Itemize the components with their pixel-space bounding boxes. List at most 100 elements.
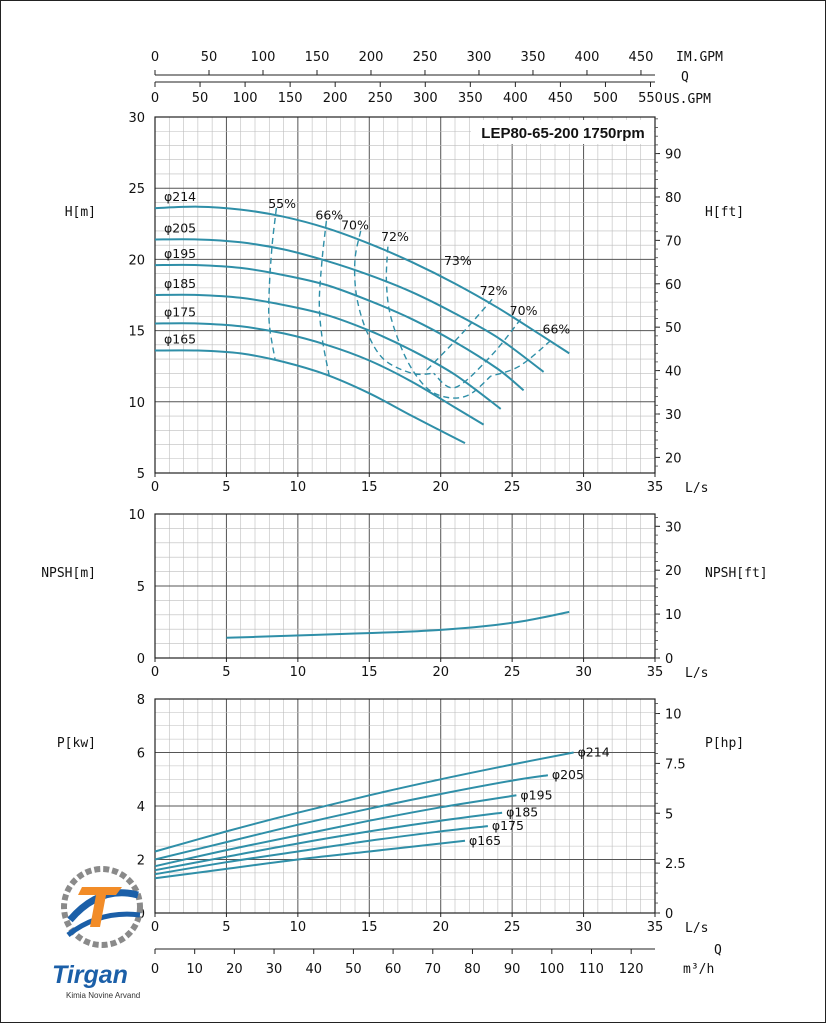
- y-tick-label: 5: [137, 467, 145, 482]
- efficiency-label: 66%: [543, 321, 571, 336]
- efficiency-label: 70%: [510, 303, 538, 318]
- m3h-tick-label: 80: [464, 962, 481, 977]
- y-right-tick-label: 20: [665, 564, 682, 579]
- y-right-tick-label: 50: [665, 321, 682, 336]
- efficiency-label: 73%: [444, 253, 472, 268]
- m3h-tick-label: 60: [385, 962, 402, 977]
- x-tick-label: 10: [290, 920, 307, 935]
- m3h-tick-label: 100: [539, 962, 564, 977]
- us-gpm-tick-label: 150: [278, 91, 303, 106]
- efficiency-label: 72%: [480, 283, 508, 298]
- y-tick-label: 20: [128, 253, 145, 268]
- us-gpm-tick-label: 250: [368, 91, 393, 106]
- tirgan-logo: Tirgan Kimia Novine Arvand: [52, 866, 143, 1000]
- bottom-flow-axis: 0 10 20 30 40 50 60 70 80 90 100 110 120 m³/h: [151, 948, 714, 977]
- m3h-tick-label: 120: [619, 962, 644, 977]
- logo-brand: Tirgan: [52, 961, 128, 989]
- x-tick-label: 10: [290, 480, 307, 495]
- head-curve-label: φ195: [164, 246, 196, 261]
- y-right-tick-label: 30: [665, 520, 682, 535]
- power-curve-label: φ175: [492, 818, 524, 833]
- power-panel: 0 5 10 15 20 25 30 35 L/s 0 2 4 6 8 P[kw] P[hp] 0 2.5 5 7.5…: [57, 693, 744, 958]
- im-gpm-tick-label: 400: [575, 50, 600, 65]
- m3h-tick-label: 90: [504, 962, 521, 977]
- us-gpm-tick-label: 50: [192, 91, 209, 106]
- x-tick-label: 35: [647, 665, 664, 680]
- im-gpm-tick-label: 150: [305, 50, 330, 65]
- y-tick-label: 4: [137, 800, 145, 815]
- m3h-tick-label: 0: [151, 962, 159, 977]
- m3h-tick-label: 110: [579, 962, 604, 977]
- im-gpm-tick-label: 200: [359, 50, 384, 65]
- plot-border: [154, 116, 656, 474]
- y-right-tick-label: 10: [665, 608, 682, 623]
- us-gpm-label: US.GPM: [664, 92, 711, 107]
- x-tick-label: 5: [222, 665, 230, 680]
- head-curve-label: φ214: [164, 189, 196, 204]
- y-tick-label: 10: [128, 396, 145, 411]
- im-gpm-tick-label: 0: [151, 50, 159, 65]
- us-gpm-tick-label: 0: [151, 91, 159, 106]
- us-gpm-tick-label: 400: [503, 91, 528, 106]
- x-tick-label: 25: [504, 920, 521, 935]
- efficiency-label: 55%: [268, 196, 296, 211]
- y-right-tick-label: 30: [665, 408, 682, 423]
- head-curve-label: φ175: [164, 304, 196, 319]
- x-tick-label: 20: [432, 920, 449, 935]
- m3h-tick-label: 70: [425, 962, 442, 977]
- y-right-tick-label: 5: [665, 807, 673, 822]
- x-tick-label: 25: [504, 665, 521, 680]
- y-right-tick-label: 7.5: [665, 757, 686, 772]
- y-tick-label: 6: [137, 747, 145, 762]
- y-tick-label: 25: [128, 182, 145, 197]
- x-axis-unit: L/s: [685, 481, 708, 496]
- x-tick-label: 30: [575, 480, 592, 495]
- y-right-tick-label: 40: [665, 365, 682, 380]
- m3h-tick-label: 50: [345, 962, 362, 977]
- head-curve-φ195: [154, 263, 525, 392]
- im-gpm-tick-label: 100: [251, 50, 276, 65]
- m3h-tick-label: 10: [186, 962, 203, 977]
- y-right-axis-label: P[hp]: [705, 736, 744, 751]
- x-tick-label: 30: [575, 665, 592, 680]
- y-tick-label: 30: [128, 111, 145, 126]
- x-axis-unit: L/s: [685, 921, 708, 936]
- power-curve-φ205: [154, 774, 549, 861]
- y-axis-label: NPSH[m]: [41, 566, 96, 581]
- y-right-tick-label: 2.5: [665, 857, 686, 872]
- top-flow-axes: 0 50 100 150 200 250 300 350 400 450 IM.GPM Q 0 50 100…: [151, 50, 723, 107]
- power-curve-label: φ205: [552, 767, 584, 782]
- npsh-curve: [226, 610, 570, 639]
- efficiency-contour-right: [425, 298, 493, 371]
- us-gpm-tick-label: 300: [413, 91, 438, 106]
- q-bottom-label: Q: [714, 943, 722, 958]
- im-gpm-tick-label: 450: [629, 50, 654, 65]
- y-right-tick-label: 10: [665, 708, 682, 723]
- x-tick-label: 35: [647, 920, 664, 935]
- efficiency-contour-right: [433, 318, 522, 389]
- m3h-tick-label: 30: [266, 962, 283, 977]
- efficiency-contour-right: [490, 340, 552, 377]
- y-right-axis-label: NPSH[ft]: [705, 566, 768, 581]
- y-tick-label: 10: [128, 508, 145, 523]
- m3h-tick-label: 20: [226, 962, 243, 977]
- x-tick-label: 0: [151, 480, 159, 495]
- power-curve-φ165: [154, 839, 466, 880]
- us-gpm-tick-label: 450: [548, 91, 573, 106]
- power-curve-φ175: [154, 825, 489, 876]
- x-tick-label: 15: [361, 665, 378, 680]
- efficiency-label: 72%: [381, 229, 409, 244]
- efficiency-contour: [268, 208, 278, 360]
- efficiency-contour: [318, 220, 330, 377]
- us-gpm-tick-label: 550: [638, 91, 663, 106]
- m3h-tick-label: 40: [305, 962, 322, 977]
- plot-border: [154, 513, 656, 659]
- title-box: [471, 120, 654, 144]
- x-tick-label: 30: [575, 920, 592, 935]
- power-curve-φ185: [154, 811, 503, 872]
- q-label: Q: [681, 70, 689, 85]
- x-tick-label: 25: [504, 480, 521, 495]
- power-curve-φ214: [154, 751, 574, 853]
- y-right-tick-label: 0: [665, 652, 673, 667]
- head-curve-φ185: [154, 293, 502, 410]
